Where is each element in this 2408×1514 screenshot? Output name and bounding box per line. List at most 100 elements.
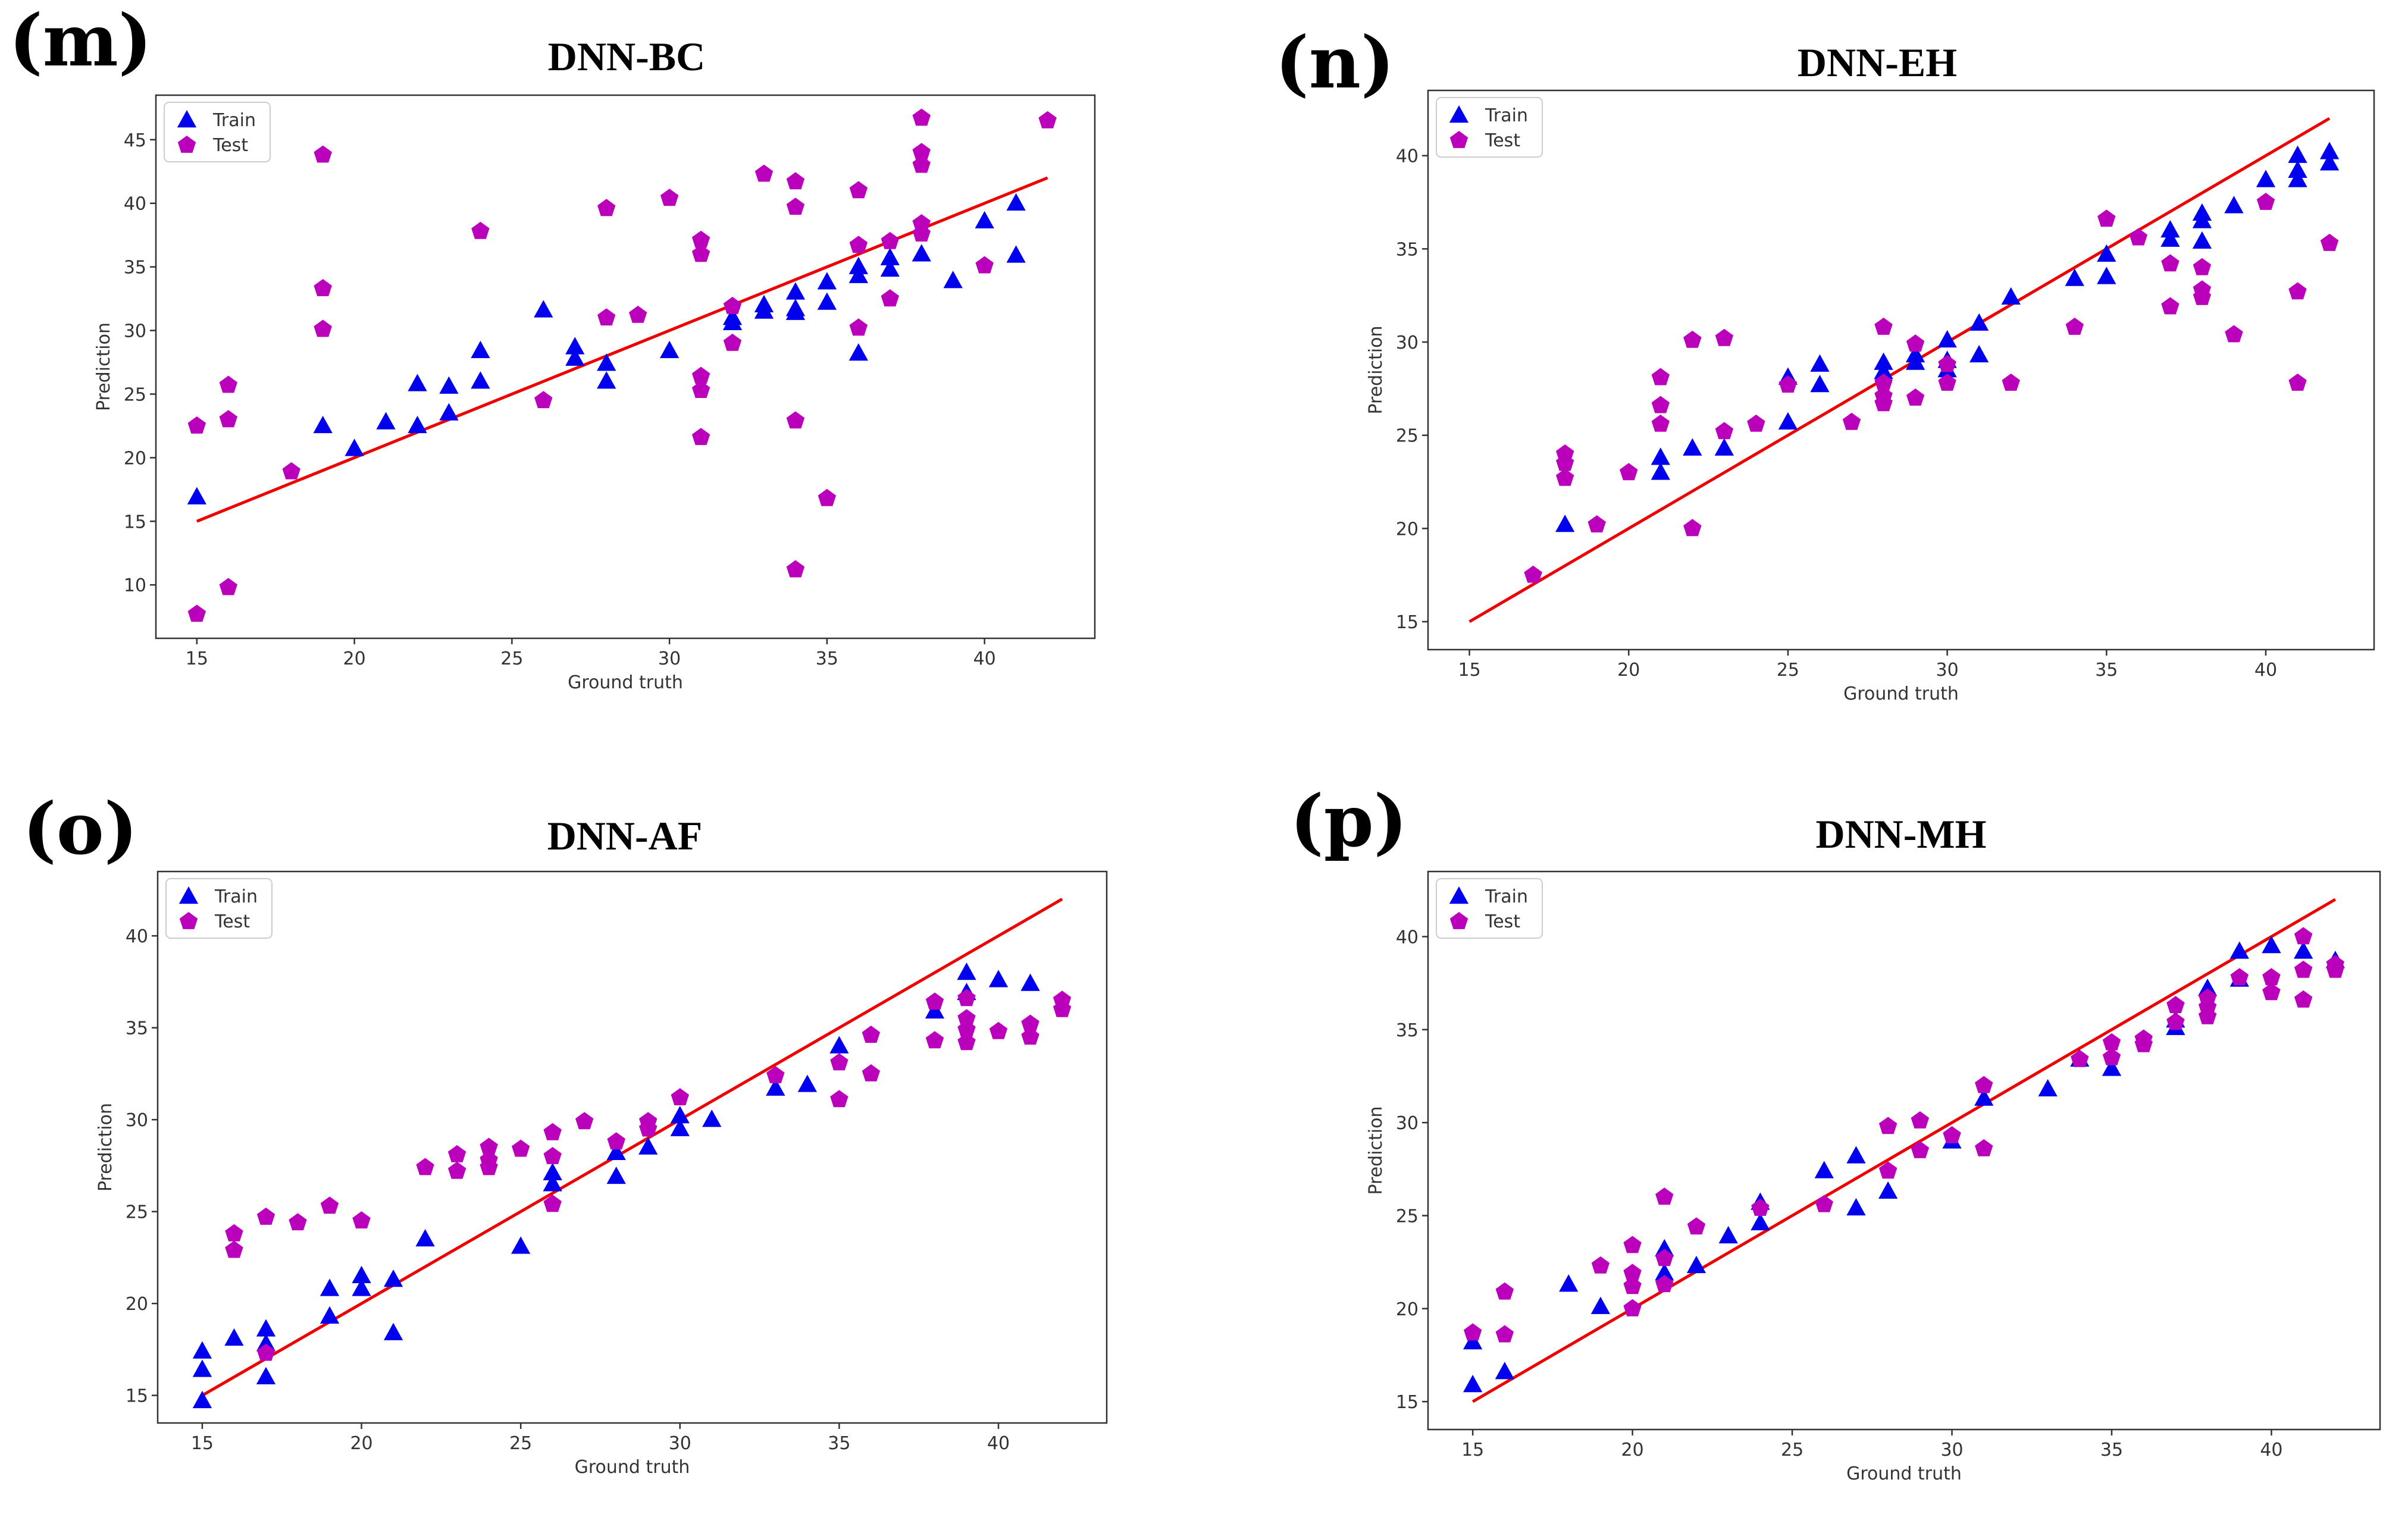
test-point	[2294, 927, 2313, 945]
test-point	[219, 410, 237, 428]
y-axis-label: Prediction	[93, 322, 114, 411]
train-point	[187, 487, 206, 504]
train-point	[471, 371, 490, 389]
legend: Train Test	[1436, 97, 1543, 158]
train-point	[988, 970, 1009, 988]
test-point	[1620, 463, 1638, 481]
train-point	[1846, 1198, 1866, 1216]
train-point	[1555, 515, 1575, 532]
test-point	[849, 181, 868, 199]
y-tick-label: 20	[1396, 1299, 1419, 1320]
test-point	[1878, 1161, 1897, 1179]
test-point	[912, 214, 931, 231]
test-point	[480, 1158, 498, 1176]
train-point	[383, 1322, 403, 1340]
test-point	[2256, 193, 2275, 210]
train-point	[943, 271, 963, 289]
test-point	[2225, 325, 2243, 343]
test-point	[2129, 228, 2148, 246]
train-point	[256, 1334, 276, 1352]
y-tick-label: 15	[1396, 1392, 1419, 1413]
train-point	[670, 1118, 690, 1136]
series-test	[1464, 927, 2344, 1343]
train-point	[880, 259, 900, 277]
train-point	[912, 244, 931, 262]
test-point	[2193, 287, 2212, 305]
series-train	[1555, 142, 2340, 532]
x-tick-label: 25	[1781, 1440, 1803, 1460]
train-point	[1463, 1374, 1483, 1393]
test-point	[1623, 1277, 1642, 1294]
train-point	[256, 1319, 276, 1337]
train-point	[313, 415, 333, 434]
chart-title: DNN-BC	[548, 34, 705, 79]
train-point	[1969, 313, 1989, 331]
test-point	[575, 1112, 594, 1130]
test-point	[2320, 233, 2339, 251]
x-tick-label: 35	[828, 1433, 850, 1454]
fit-line	[196, 176, 1048, 523]
test-point	[975, 256, 994, 274]
test-point	[2294, 990, 2313, 1008]
train-point	[543, 1174, 562, 1192]
chart-panel-dnn-bc: (m) DNN-BC 15 20 25 30 35 40 10 15 20 25 30 35 40 45 Gro…	[9, 0, 1096, 693]
train-point	[415, 1229, 435, 1247]
test-point	[2326, 960, 2344, 978]
test-point	[225, 1224, 243, 1242]
train-point	[2288, 160, 2307, 178]
y-tick-label: 20	[124, 448, 146, 469]
x-tick-label: 35	[2095, 660, 2118, 681]
legend-test-marker	[1449, 912, 1468, 929]
test-point	[1751, 1198, 1770, 1216]
test-point	[225, 1240, 243, 1258]
train-point	[597, 353, 616, 371]
test-point	[786, 411, 805, 429]
test-point	[1815, 1195, 1833, 1212]
chart-title: DNN-AF	[547, 813, 703, 858]
test-point	[1874, 373, 1893, 391]
test-point	[1878, 1117, 1897, 1134]
x-tick-label: 30	[1940, 1440, 1963, 1460]
y-tick-label: 35	[124, 258, 146, 278]
test-point	[2262, 968, 2281, 986]
test-point	[1623, 1264, 1642, 1281]
train-point	[2229, 941, 2249, 959]
test-point	[957, 989, 976, 1007]
test-point	[352, 1211, 371, 1228]
train-point	[2288, 170, 2307, 187]
test-point	[1687, 1217, 1706, 1235]
train-point	[1006, 193, 1026, 211]
y-tick-label: 15	[126, 1386, 148, 1407]
train-point	[1651, 462, 1670, 480]
train-point	[957, 962, 976, 980]
train-point	[766, 1078, 785, 1096]
legend-train-label: Train	[212, 110, 256, 131]
panel-label: (n)	[1275, 21, 1395, 105]
test-point	[2161, 297, 2180, 315]
test-point	[830, 1053, 848, 1071]
legend-test-label: Test	[1485, 130, 1520, 151]
train-point	[256, 1366, 276, 1384]
train-point	[383, 1269, 403, 1287]
test-point	[320, 1196, 339, 1214]
x-tick-label: 40	[2254, 660, 2277, 681]
test-point	[691, 366, 710, 384]
train-point	[2160, 220, 2180, 238]
test-point	[1464, 1323, 1482, 1341]
test-point	[912, 143, 931, 161]
chart-title: DNN-EH	[1798, 40, 1957, 85]
x-tick-label: 40	[973, 648, 996, 669]
train-point	[352, 1278, 371, 1296]
train-point	[439, 376, 459, 394]
test-point	[912, 108, 931, 126]
test-point	[989, 1021, 1008, 1039]
test-point	[2288, 373, 2307, 391]
test-point	[1715, 422, 1734, 440]
test-point	[314, 279, 332, 296]
train-point	[2319, 142, 2340, 159]
y-tick-label: 35	[126, 1018, 148, 1039]
test-point	[629, 305, 647, 323]
test-point	[881, 289, 899, 307]
train-point	[224, 1328, 244, 1346]
